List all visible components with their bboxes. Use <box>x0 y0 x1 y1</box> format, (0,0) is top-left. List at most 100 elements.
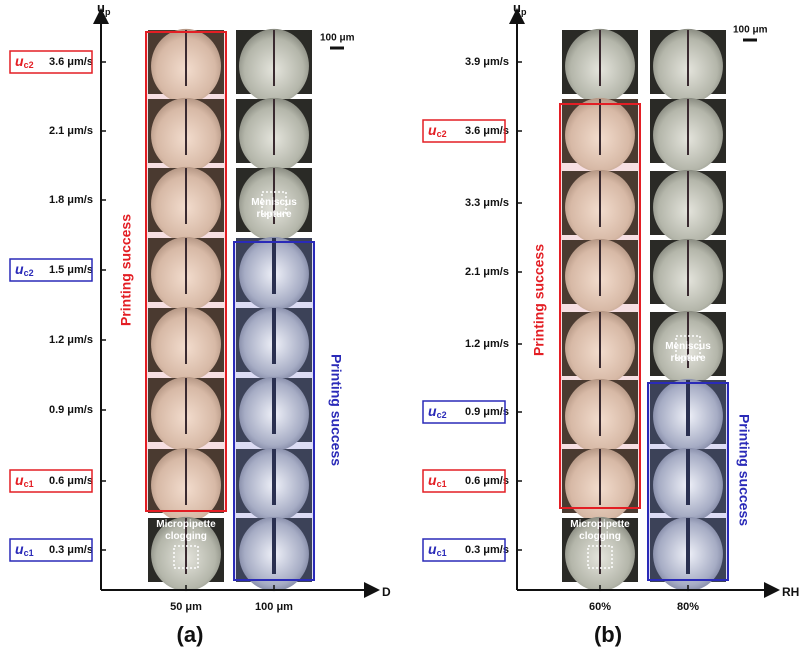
critical-u: u <box>15 261 24 277</box>
annotation-line: clogging <box>165 531 207 542</box>
critical-subscript: c2 <box>437 410 447 420</box>
annotation-line: rupture <box>257 209 292 220</box>
critical-symbol: uc1 <box>428 472 447 490</box>
micrograph <box>148 516 224 592</box>
micrograph <box>148 236 224 312</box>
critical-u: u <box>15 541 24 557</box>
annotation-line: Micropipette <box>156 519 216 530</box>
critical-box <box>422 400 506 424</box>
critical-symbol: uc2 <box>15 261 34 279</box>
micrograph <box>148 376 224 452</box>
critical-symbol: uc1 <box>15 541 34 559</box>
micrograph <box>562 238 638 314</box>
annotation-box <box>173 545 199 569</box>
micrograph <box>236 447 312 523</box>
critical-u: u <box>428 541 437 557</box>
micrograph <box>236 166 312 242</box>
critical-subscript: c2 <box>437 129 447 139</box>
critical-u: u <box>428 403 437 419</box>
critical-symbol: uc2 <box>428 403 447 421</box>
y-axis-symbol: u <box>97 0 105 15</box>
critical-box <box>9 50 93 74</box>
critical-subscript: c1 <box>24 548 34 558</box>
annotation-box <box>261 191 287 215</box>
critical-box <box>9 469 93 493</box>
speed-label: 3.6 μm/s <box>49 56 93 68</box>
column-label: 60% <box>589 601 611 613</box>
micrograph <box>650 378 726 454</box>
critical-u: u <box>428 472 437 488</box>
critical-box <box>422 119 506 143</box>
speed-label: 0.6 μm/s <box>49 475 93 487</box>
micrograph <box>562 310 638 386</box>
micrograph <box>148 447 224 523</box>
x-axis-label: D <box>382 585 391 599</box>
critical-subscript: c2 <box>24 268 34 278</box>
speed-label: 2.1 μm/s <box>49 125 93 137</box>
critical-box <box>422 469 506 493</box>
success-label: Printing success <box>531 244 547 356</box>
column-label: 100 μm <box>255 601 293 613</box>
y-axis-label: up <box>513 0 527 17</box>
micrograph <box>562 447 638 523</box>
micrograph <box>236 97 312 173</box>
scale-bar-label: 100 μm <box>320 33 355 44</box>
speed-label: 1.8 μm/s <box>49 194 93 206</box>
critical-subscript: c1 <box>437 548 447 558</box>
micrograph <box>148 166 224 242</box>
speed-label: 0.3 μm/s <box>49 544 93 556</box>
y-axis-subscript: p <box>105 7 111 17</box>
micrograph <box>650 516 726 592</box>
micrograph <box>236 236 312 312</box>
speed-label: 0.9 μm/s <box>465 406 509 418</box>
micrograph <box>650 28 726 104</box>
critical-symbol: uc2 <box>15 53 34 71</box>
annotation: Micropipette clogging <box>570 519 630 542</box>
y-axis-label: up <box>97 0 111 17</box>
speed-label: 0.6 μm/s <box>465 475 509 487</box>
critical-subscript: c1 <box>437 479 447 489</box>
micrograph <box>148 28 224 104</box>
critical-subscript: c1 <box>24 479 34 489</box>
annotation-box <box>587 545 613 569</box>
speed-label: 0.9 μm/s <box>49 404 93 416</box>
speed-label: 1.5 μm/s <box>49 264 93 276</box>
success-box <box>233 241 315 581</box>
annotation-line: Meniscus <box>665 341 711 352</box>
micrograph <box>236 28 312 104</box>
success-box <box>559 103 641 509</box>
micrograph <box>650 169 726 245</box>
critical-u: u <box>15 53 24 69</box>
annotation: Meniscus rupture <box>665 341 711 364</box>
micrograph <box>236 306 312 382</box>
column-label: 50 μm <box>170 601 202 613</box>
speed-label: 3.3 μm/s <box>465 197 509 209</box>
speed-label: 0.3 μm/s <box>465 544 509 556</box>
critical-box <box>422 538 506 562</box>
x-axis-label: RH <box>782 585 799 599</box>
critical-u: u <box>15 472 24 488</box>
micrograph <box>148 97 224 173</box>
speed-label: 1.2 μm/s <box>465 338 509 350</box>
panel-label: (b) <box>594 622 622 647</box>
y-axis-subscript: p <box>521 7 527 17</box>
annotation: Micropipette clogging <box>156 519 216 542</box>
micrograph <box>562 169 638 245</box>
micrograph <box>650 97 726 173</box>
success-label: Printing success <box>736 414 752 526</box>
annotation: Meniscus rupture <box>251 197 297 220</box>
success-box <box>647 382 729 581</box>
critical-u: u <box>428 122 437 138</box>
critical-symbol: uc1 <box>15 472 34 490</box>
annotation-box <box>675 335 701 359</box>
speed-label: 3.6 μm/s <box>465 125 509 137</box>
micrograph <box>650 310 726 386</box>
success-box <box>145 31 227 512</box>
micrograph <box>562 516 638 592</box>
annotation-line: rupture <box>671 353 706 364</box>
micrograph <box>562 378 638 454</box>
panel-label: (a) <box>177 622 204 647</box>
micrograph <box>562 28 638 104</box>
speed-label: 1.2 μm/s <box>49 334 93 346</box>
success-label: Printing success <box>328 354 344 466</box>
